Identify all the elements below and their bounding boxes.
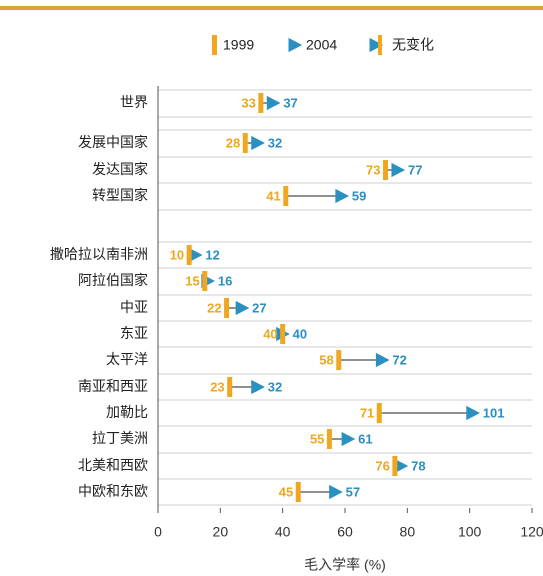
value-label-1999: 23 <box>210 379 224 394</box>
category-label: 发达国家 <box>92 161 148 178</box>
marker-1999 <box>242 133 248 153</box>
marker-2004 <box>188 247 203 263</box>
legend-label: 无变化 <box>392 37 434 53</box>
value-label-2004: 77 <box>408 162 422 177</box>
category-label: 转型国家 <box>92 187 148 204</box>
marker-2004 <box>251 135 265 151</box>
category-label: 阿拉伯国家 <box>78 272 148 289</box>
legend-label: 2004 <box>306 37 337 53</box>
category-label: 太平洋 <box>106 352 148 368</box>
category-label: 世界 <box>120 95 148 111</box>
legend-swatch <box>369 37 384 53</box>
marker-1999 <box>280 324 286 344</box>
value-label-1999: 73 <box>366 162 380 177</box>
marker-2004 <box>394 458 409 474</box>
marker-1999 <box>202 271 208 291</box>
legend-swatch <box>378 35 382 55</box>
marker-2004 <box>329 484 343 500</box>
marker-1999 <box>295 482 301 502</box>
category-label: 发展中国家 <box>78 134 148 151</box>
marker-1999 <box>258 93 264 113</box>
value-label-1999: 76 <box>375 458 389 473</box>
x-tick-label: 20 <box>213 524 229 540</box>
x-tick-label: 100 <box>458 524 482 540</box>
value-label-2004: 32 <box>268 135 282 150</box>
marker-2004 <box>391 162 406 178</box>
top-rule <box>0 6 543 10</box>
value-label-1999: 28 <box>226 135 240 150</box>
legend-swatch <box>212 35 217 55</box>
value-label-2004: 61 <box>358 431 372 446</box>
value-label-1999: 22 <box>207 300 221 315</box>
x-tick-label: 60 <box>337 524 353 540</box>
x-tick-label: 80 <box>400 524 416 540</box>
value-label-2004: 78 <box>411 458 425 473</box>
value-label-2004: 57 <box>346 484 360 499</box>
value-label-1999: 71 <box>360 405 374 420</box>
value-label-2004: 101 <box>483 405 505 420</box>
value-label-1999: 41 <box>266 188 280 203</box>
marker-1999 <box>383 160 389 180</box>
value-label-1999: 55 <box>310 431 324 446</box>
x-axis-label: 毛入学率 (%) <box>304 557 386 573</box>
marker-1999 <box>326 429 332 449</box>
x-tick-label: 120 <box>520 524 543 540</box>
value-label-2004: 40 <box>293 326 307 341</box>
category-label: 中亚 <box>120 300 148 316</box>
value-label-1999: 40 <box>263 326 277 341</box>
category-label: 拉丁美洲 <box>92 431 148 447</box>
category-label: 加勒比 <box>106 405 148 421</box>
value-label-2004: 32 <box>268 379 282 394</box>
value-label-2004: 12 <box>205 247 219 262</box>
marker-1999 <box>392 456 398 476</box>
value-label-2004: 27 <box>252 300 266 315</box>
x-tick-label: 0 <box>154 524 162 540</box>
marker-2004 <box>266 95 281 111</box>
category-label: 中欧和东欧 <box>78 484 148 500</box>
value-label-2004: 72 <box>392 352 406 367</box>
category-label: 南亚和西亚 <box>78 379 148 395</box>
value-label-2004: 16 <box>218 273 232 288</box>
legend-swatch <box>288 37 303 53</box>
value-label-2004: 59 <box>352 188 366 203</box>
marker-2004 <box>335 188 350 204</box>
value-label-1999: 58 <box>319 352 333 367</box>
marker-1999 <box>186 245 192 265</box>
marker-2004 <box>251 379 265 395</box>
value-label-1999: 45 <box>279 484 293 499</box>
value-label-1999: 10 <box>170 247 184 262</box>
marker-1999 <box>283 186 289 206</box>
marker-2004 <box>235 300 250 316</box>
marker-2004 <box>375 352 390 368</box>
marker-2004 <box>341 431 356 447</box>
category-label: 东亚 <box>120 326 148 342</box>
marker-1999 <box>336 350 342 370</box>
marker-1999 <box>376 403 382 423</box>
value-label-1999: 15 <box>185 273 199 288</box>
marker-1999 <box>224 298 230 318</box>
x-tick-label: 40 <box>275 524 291 540</box>
legend-label: 1999 <box>223 37 254 53</box>
category-label: 北美和西欧 <box>78 458 148 474</box>
value-label-1999: 33 <box>241 95 255 110</box>
value-label-2004: 37 <box>283 95 297 110</box>
marker-2004 <box>466 405 480 421</box>
marker-1999 <box>227 377 233 397</box>
category-label: 撒哈拉以南非洲 <box>50 247 148 263</box>
